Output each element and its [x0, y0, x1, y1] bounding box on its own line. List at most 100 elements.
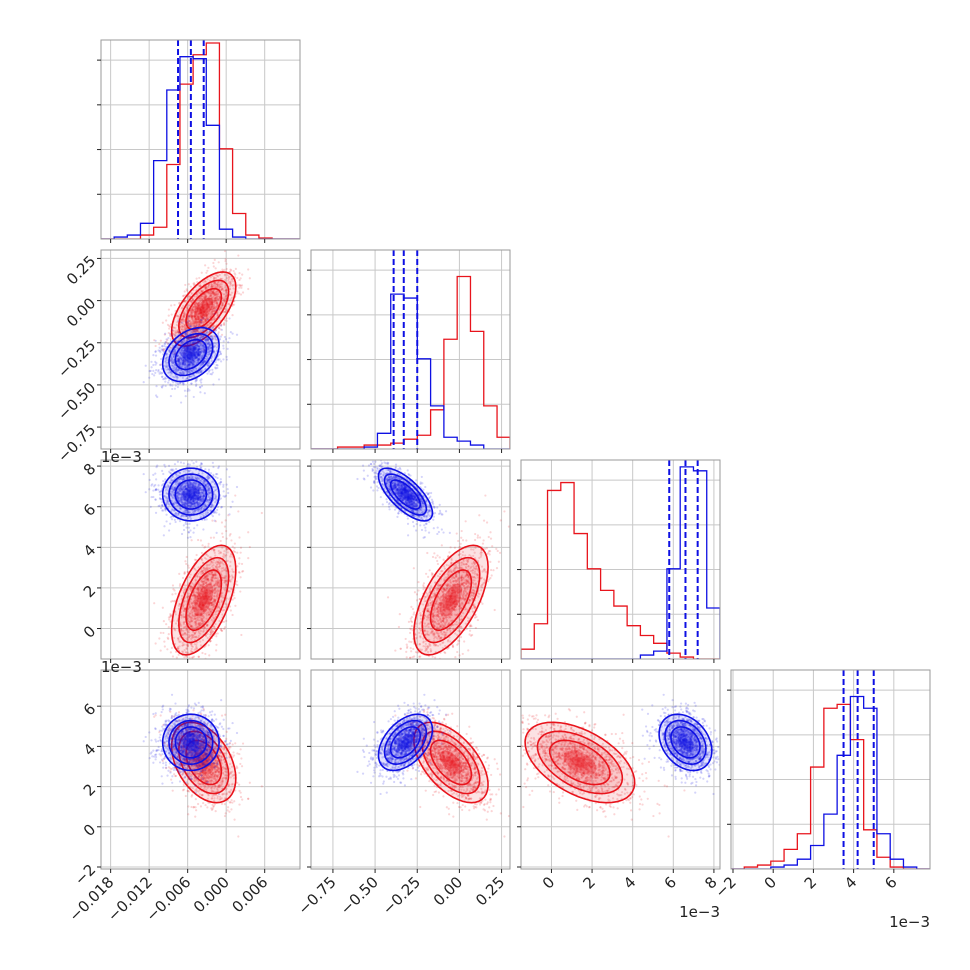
sample-point-blue: [225, 355, 228, 358]
sample-point-red: [205, 298, 208, 302]
sample-point-red: [197, 301, 201, 304]
sample-point-blue: [190, 354, 193, 357]
sample-point-red: [214, 293, 217, 296]
sample-point-red: [208, 294, 212, 297]
sample-point-blue: [184, 364, 188, 367]
sample-point-blue: [183, 348, 187, 351]
sample-point-blue: [202, 317, 205, 320]
sample-point-blue: [199, 351, 203, 354]
sample-point-red: [188, 634, 191, 637]
sample-point-red: [206, 306, 209, 309]
sample-point-red: [202, 317, 205, 320]
sample-point-blue: [192, 347, 196, 350]
sample-point-blue: [197, 358, 200, 361]
sample-point-blue: [157, 368, 160, 372]
sample-point-blue: [213, 350, 216, 353]
sample-point-red: [207, 607, 210, 610]
sample-point-red: [204, 318, 207, 322]
sample-point-red: [231, 545, 234, 548]
sample-point-blue: [195, 361, 198, 365]
sample-point-blue: [195, 357, 198, 360]
sample-point-red: [207, 542, 210, 545]
sample-point-blue: [179, 357, 183, 360]
sample-point-red: [210, 291, 213, 294]
sample-point-red: [197, 318, 201, 321]
sample-point-blue: [184, 347, 188, 350]
sample-point-red: [212, 536, 216, 539]
sample-point-blue: [205, 338, 208, 341]
sample-point-blue: [189, 344, 192, 347]
sample-point-blue: [193, 345, 196, 348]
sample-point-red: [205, 297, 208, 300]
sample-point-red: [213, 297, 216, 300]
sample-point-blue: [212, 350, 215, 353]
sample-point-red: [181, 328, 184, 331]
sample-point-red: [225, 317, 228, 320]
sample-point-red: [188, 348, 191, 351]
sample-point-blue: [193, 344, 196, 347]
sample-point-blue: [164, 358, 168, 361]
hist-blue-step: [101, 56, 300, 239]
sample-point-red: [192, 310, 196, 313]
sample-point-red: [200, 295, 203, 298]
sample-point-blue: [201, 344, 205, 347]
sample-point-blue: [187, 364, 190, 367]
sample-point-blue: [199, 386, 202, 389]
sample-point-blue: [184, 365, 187, 369]
sample-point-blue: [186, 358, 189, 361]
sample-point-blue: [197, 351, 200, 354]
sample-point-red: [228, 288, 232, 291]
sample-point-red: [173, 351, 176, 354]
sample-point-blue: [206, 355, 209, 358]
sample-point-red: [231, 278, 234, 281]
sample-point-red: [216, 290, 219, 293]
sample-point-red: [194, 306, 197, 309]
sample-point-red: [200, 305, 203, 309]
sample-point-blue: [218, 316, 221, 319]
sample-point-blue: [178, 331, 182, 334]
sample-point-blue: [164, 360, 167, 364]
sample-point-blue: [204, 468, 207, 471]
sample-point-red: [239, 293, 243, 296]
sample-point-red: [199, 284, 202, 287]
sample-point-blue: [189, 360, 192, 363]
sample-point-blue: [195, 350, 198, 354]
sample-point-blue: [191, 347, 194, 350]
sample-point-red: [171, 655, 175, 658]
sample-point-blue: [169, 383, 172, 386]
sample-point-blue: [190, 358, 193, 361]
sample-point-blue: [175, 345, 179, 348]
sample-point-red: [199, 539, 203, 542]
sample-point-blue: [181, 353, 185, 357]
sample-point-red: [193, 314, 196, 318]
sample-point-blue: [176, 375, 179, 379]
sample-point-blue: [172, 360, 175, 363]
density-level-blue: [182, 346, 200, 363]
sample-point-red: [174, 335, 177, 338]
sample-point-blue: [161, 375, 164, 378]
sample-point-blue: [188, 371, 191, 374]
sample-point-blue: [188, 354, 191, 357]
sample-point-blue: [176, 354, 179, 357]
sample-point-red: [200, 303, 203, 306]
sample-point-red: [210, 603, 214, 607]
sample-point-red: [197, 312, 201, 315]
sample-point-red: [211, 310, 214, 313]
sample-point-red: [231, 284, 234, 287]
sample-point-red: [238, 286, 241, 289]
sample-point-blue: [177, 358, 180, 362]
sample-point-red: [210, 310, 213, 314]
sample-point-red: [196, 306, 200, 309]
sample-point-red: [194, 322, 197, 325]
sample-point-red: [193, 315, 197, 319]
sample-point-red: [197, 315, 200, 318]
y-tick-label: −0.75: [54, 421, 99, 466]
sample-point-blue: [207, 341, 210, 344]
sample-point-blue: [201, 336, 204, 339]
sample-point-red: [208, 298, 211, 301]
sample-point-blue: [183, 352, 186, 355]
sample-point-blue: [210, 347, 213, 350]
sample-point-red: [215, 305, 218, 308]
sample-point-blue: [182, 371, 185, 374]
sample-point-blue: [216, 346, 219, 349]
